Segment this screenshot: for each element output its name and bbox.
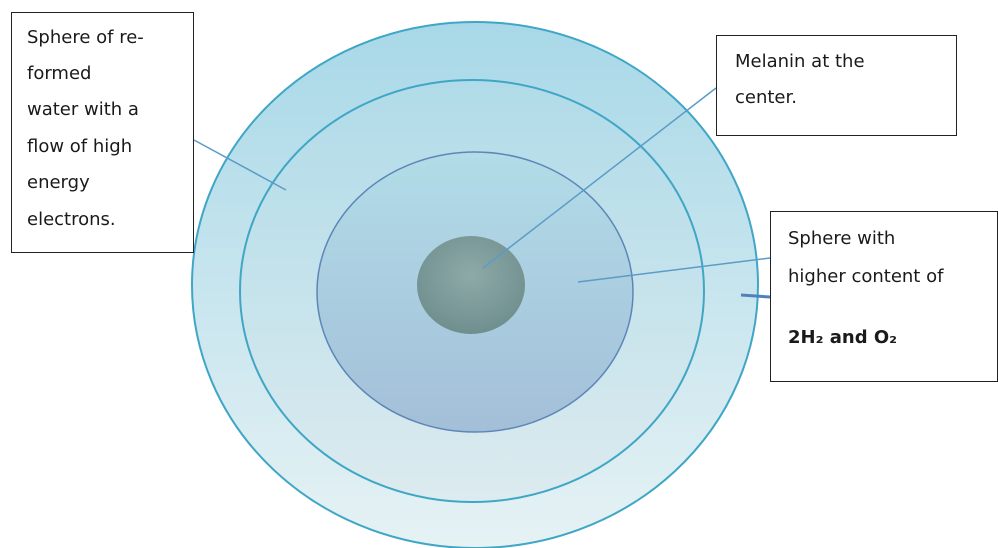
melanin-core — [417, 236, 525, 334]
callout-line: energy — [27, 172, 90, 193]
callout-text: 2H₂ and O₂ Sphere with higher content of — [788, 228, 944, 348]
callout-text: Melanin at the center. — [735, 51, 865, 108]
callout-line: flow of high — [27, 136, 132, 157]
connector — [577, 257, 771, 283]
callout-line: center. — [735, 87, 797, 108]
callout-line: Sphere of re- — [27, 27, 144, 48]
callout-line: water with a — [27, 99, 139, 120]
callout-line: Melanin at the — [735, 51, 865, 72]
callout-line: electrons. — [27, 209, 116, 230]
callout-box — [11, 12, 194, 253]
callout-box — [770, 211, 998, 382]
formula: 2H₂ and O₂ — [788, 327, 897, 348]
connector — [740, 293, 771, 299]
callout-line: higher content of — [788, 266, 944, 287]
connector — [482, 87, 717, 269]
callout-text: Sphere of re-formed water with a flow of h… — [27, 27, 144, 230]
connector — [193, 139, 287, 191]
callout-box — [716, 35, 957, 136]
callout-line: Sphere with — [788, 228, 895, 249]
callout-line: formed — [27, 63, 91, 84]
